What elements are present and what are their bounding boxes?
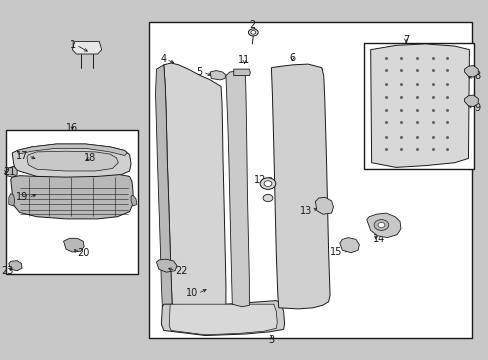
- Text: 2: 2: [249, 20, 255, 30]
- Circle shape: [373, 220, 388, 230]
- Polygon shape: [17, 144, 127, 156]
- Bar: [364, 43, 473, 169]
- Text: 22: 22: [175, 266, 187, 276]
- Text: 17: 17: [16, 150, 28, 161]
- Text: 5: 5: [196, 67, 203, 77]
- Polygon shape: [11, 175, 133, 219]
- Polygon shape: [464, 66, 477, 77]
- Text: 11: 11: [238, 55, 250, 66]
- Polygon shape: [366, 213, 400, 238]
- Circle shape: [263, 194, 272, 202]
- Text: 19: 19: [16, 192, 28, 202]
- Polygon shape: [161, 301, 284, 336]
- Circle shape: [467, 69, 474, 74]
- Bar: [149, 22, 471, 338]
- Polygon shape: [27, 151, 118, 171]
- Circle shape: [248, 29, 258, 36]
- Polygon shape: [210, 71, 225, 80]
- Text: 15: 15: [329, 247, 342, 257]
- Text: 20: 20: [77, 248, 89, 258]
- Polygon shape: [156, 259, 177, 272]
- Text: 9: 9: [473, 103, 480, 113]
- Text: 6: 6: [289, 53, 295, 63]
- Polygon shape: [163, 63, 225, 315]
- Text: 16: 16: [66, 123, 79, 133]
- Text: 3: 3: [268, 335, 274, 345]
- Polygon shape: [72, 41, 102, 54]
- Polygon shape: [169, 304, 277, 335]
- Circle shape: [264, 181, 271, 186]
- Circle shape: [467, 98, 474, 103]
- Text: 12: 12: [254, 175, 266, 185]
- Text: 23: 23: [1, 266, 14, 276]
- Polygon shape: [271, 64, 329, 309]
- Text: 4: 4: [160, 54, 166, 64]
- Polygon shape: [464, 95, 477, 107]
- Text: 14: 14: [372, 234, 385, 244]
- Polygon shape: [131, 195, 137, 206]
- Polygon shape: [9, 194, 15, 206]
- Polygon shape: [6, 166, 17, 177]
- Text: 1: 1: [70, 40, 76, 50]
- Polygon shape: [339, 238, 359, 253]
- Text: 18: 18: [84, 153, 97, 163]
- Circle shape: [260, 178, 275, 189]
- Bar: [6, 130, 138, 274]
- Circle shape: [377, 222, 384, 228]
- Polygon shape: [315, 197, 333, 214]
- Circle shape: [250, 31, 255, 34]
- Polygon shape: [233, 69, 250, 76]
- Polygon shape: [155, 65, 172, 310]
- Text: 10: 10: [185, 288, 198, 298]
- Polygon shape: [63, 238, 84, 252]
- Text: 21: 21: [3, 167, 15, 177]
- Polygon shape: [9, 261, 22, 271]
- Text: 13: 13: [299, 206, 311, 216]
- Text: 8: 8: [473, 71, 480, 81]
- Text: 7: 7: [402, 35, 408, 45]
- Polygon shape: [12, 144, 131, 178]
- Polygon shape: [370, 44, 468, 167]
- Polygon shape: [225, 71, 249, 307]
